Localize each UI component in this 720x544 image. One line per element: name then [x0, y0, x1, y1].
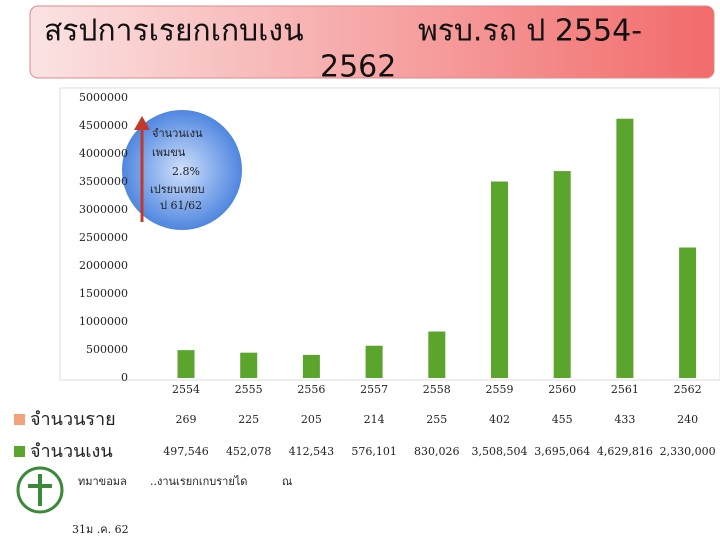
bar: [366, 346, 383, 378]
annotation: เปรยบเทยบ: [150, 183, 205, 196]
footer-text: ณ: [282, 475, 292, 488]
chart-title: พรบ.รถ ป 2554-: [418, 14, 642, 49]
value-label: 2,330,000: [660, 445, 716, 458]
bar: [491, 182, 508, 378]
x-tick-label: 2558: [423, 383, 451, 396]
legend-marker: [14, 446, 25, 457]
value-label: 3,508,504: [472, 445, 528, 458]
value-label: 455: [552, 413, 573, 426]
y-tick-label: 5000000: [79, 91, 128, 104]
x-tick-label: 2560: [548, 383, 576, 396]
bar: [616, 119, 633, 378]
value-label: 205: [301, 413, 322, 426]
x-tick-label: 2561: [611, 383, 639, 396]
value-label: 433: [614, 413, 635, 426]
x-tick-label: 2555: [235, 383, 263, 396]
x-tick-label: 2556: [297, 383, 325, 396]
value-label: 225: [238, 413, 259, 426]
bar: [679, 248, 696, 378]
footer-text: ทมาขอมล: [78, 475, 127, 488]
legend-marker: [14, 414, 25, 425]
y-tick-label: 3500000: [79, 175, 128, 188]
value-label: 214: [364, 413, 385, 426]
value-label: 4,629,816: [597, 445, 653, 458]
x-tick-label: 2562: [674, 383, 702, 396]
annotation: จำนวนเงน: [152, 127, 203, 140]
annotation: 2.8%: [172, 165, 200, 178]
value-label: 497,546: [163, 445, 209, 458]
bar: [428, 332, 445, 378]
value-label: 240: [677, 413, 698, 426]
value-label: 3,695,064: [534, 445, 590, 458]
y-tick-label: 2500000: [79, 231, 128, 244]
y-tick-label: 1500000: [79, 287, 128, 300]
value-label: 830,026: [414, 445, 460, 458]
value-label: 402: [489, 413, 510, 426]
bar: [240, 353, 257, 378]
legend-label: จำนวนราย: [30, 409, 116, 430]
value-label: 412,543: [289, 445, 335, 458]
value-label: 576,101: [351, 445, 397, 458]
y-tick-label: 0: [121, 371, 128, 384]
value-label: 269: [176, 413, 197, 426]
footer-text: ..งานเรยกเกบรายได: [150, 475, 247, 488]
chart-title: 2562: [320, 50, 396, 85]
footer-text: 31ม .ค. 62: [72, 523, 129, 536]
y-tick-label: 2000000: [79, 259, 128, 272]
bar: [554, 171, 571, 378]
y-tick-label: 4500000: [79, 119, 128, 132]
bar: [178, 350, 195, 378]
chart-title: สรปการเรยกเกบเงน: [44, 14, 304, 49]
x-tick-label: 2557: [360, 383, 388, 396]
value-label: 452,078: [226, 445, 272, 458]
y-tick-label: 3000000: [79, 203, 128, 216]
y-tick-label: 1000000: [79, 315, 128, 328]
x-tick-label: 2554: [172, 383, 200, 396]
x-tick-label: 2559: [486, 383, 514, 396]
value-label: 255: [426, 413, 447, 426]
y-tick-label: 500000: [86, 343, 128, 356]
annotation: ป 61/62: [160, 199, 202, 212]
y-tick-label: 4000000: [79, 147, 128, 160]
legend-label: จำนวนเงน: [30, 441, 113, 462]
annotation: เพมขน: [152, 146, 186, 159]
bar: [303, 355, 320, 378]
